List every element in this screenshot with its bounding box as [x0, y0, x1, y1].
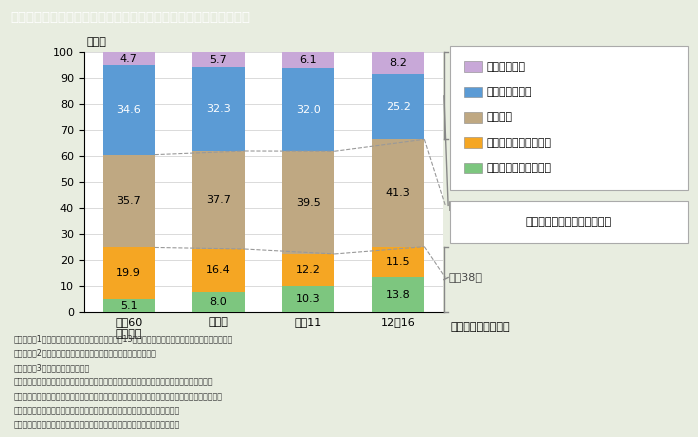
Text: 37.7: 37.7: [206, 195, 231, 205]
Text: 25.2: 25.2: [386, 101, 410, 111]
Text: 2．１歳以上の子を持つ初婚どうし夫婦について集計。: 2．１歳以上の子を持つ初婚どうし夫婦について集計。: [14, 349, 157, 358]
Text: （％）: （％）: [87, 37, 106, 47]
Text: 13.8: 13.8: [386, 290, 410, 299]
Bar: [103, 155, 155, 247]
Text: 11.5: 11.5: [386, 257, 410, 267]
Text: 5.1: 5.1: [120, 301, 138, 311]
Text: 39.5: 39.5: [296, 198, 321, 208]
Text: 3．出産前後の就業経歴: 3．出産前後の就業経歴: [14, 363, 90, 372]
Text: （備考）　1．国立社会保障・人口問題研究所「第13回出生動向基本調査（夫婦調査）」より作成。: （備考） 1．国立社会保障・人口問題研究所「第13回出生動向基本調査（夫婦調査）…: [14, 334, 233, 343]
Text: 35.7: 35.7: [117, 196, 141, 206]
Text: 12.2: 12.2: [296, 265, 321, 275]
Text: 32.0: 32.0: [296, 104, 321, 114]
Bar: [193, 291, 244, 312]
Text: 就業継続（育休利用）－第１子妊娠前就業〜育児休業取得〜第１子１歳時就業: 就業継続（育休利用）－第１子妊娠前就業〜育児休業取得〜第１子１歳時就業: [14, 378, 214, 387]
Text: 妊娠前から無職: 妊娠前から無職: [487, 87, 532, 97]
Bar: [193, 249, 244, 291]
Text: 出産退職　　　　　　－第１子妊娠前就業〜第１子１歳時無職: 出産退職 －第１子妊娠前就業〜第１子１歳時無職: [14, 406, 180, 416]
Text: その他・不詳: その他・不詳: [487, 62, 526, 72]
Text: 10.3: 10.3: [296, 294, 321, 304]
Text: 出産退職: 出産退職: [487, 112, 512, 122]
Text: 16.4: 16.4: [206, 265, 231, 275]
Text: 41.3: 41.3: [386, 188, 410, 198]
Text: 6.1: 6.1: [299, 55, 318, 65]
Text: 就業継続（育休利用）: 就業継続（育休利用）: [487, 163, 551, 173]
Bar: [103, 299, 155, 312]
Bar: [193, 151, 244, 249]
Text: 就業継続（育休なし）－第１子妊娠前就業〜育児休業取得なし〜第１子１歳時就業: 就業継続（育休なし）－第１子妊娠前就業〜育児休業取得なし〜第１子１歳時就業: [14, 392, 223, 401]
Text: 5.7: 5.7: [209, 55, 228, 65]
Text: （子どもの出生年）: （子どもの出生年）: [450, 322, 510, 332]
Bar: [103, 65, 155, 155]
Bar: [283, 286, 334, 312]
Bar: [372, 52, 424, 74]
Text: 8.0: 8.0: [209, 297, 228, 307]
Bar: [283, 52, 334, 68]
Text: 第１子出産前後での就業状況: 第１子出産前後での就業状況: [526, 217, 612, 227]
Text: 就業継続（育休なし）: 就業継続（育休なし）: [487, 138, 551, 148]
Bar: [283, 68, 334, 151]
Text: 妊娠前から無職　　　－第１子妊娠前無職〜第１子１歳時無職: 妊娠前から無職 －第１子妊娠前無職〜第１子１歳時無職: [14, 421, 180, 430]
Bar: [372, 74, 424, 139]
Bar: [372, 139, 424, 246]
Bar: [372, 246, 424, 277]
Bar: [103, 247, 155, 299]
Bar: [372, 277, 424, 312]
Text: 8.2: 8.2: [389, 58, 407, 68]
Text: 32.3: 32.3: [206, 104, 231, 114]
Bar: [103, 52, 155, 65]
Bar: [283, 151, 334, 254]
Bar: [283, 254, 334, 286]
Text: 4.7: 4.7: [120, 54, 138, 63]
Text: 無職62％: 無職62％: [449, 201, 483, 210]
Bar: [193, 52, 244, 67]
Text: 34.6: 34.6: [117, 104, 141, 114]
Bar: [193, 67, 244, 151]
Text: 有職38％: 有職38％: [449, 273, 483, 282]
Text: 19.9: 19.9: [117, 268, 141, 278]
Text: 第１－３－４図　子どもの出生年別第１子出産前後の妻の就業経歴: 第１－３－４図 子どもの出生年別第１子出産前後の妻の就業経歴: [10, 11, 251, 24]
